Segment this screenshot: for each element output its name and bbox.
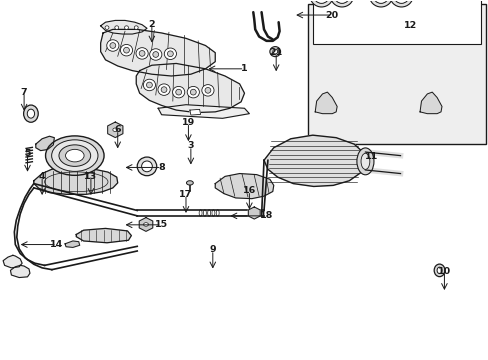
Ellipse shape [146,82,152,88]
Bar [312,0,480,44]
Text: 6: 6 [114,125,121,134]
Ellipse shape [161,87,166,93]
Polygon shape [139,217,152,231]
Polygon shape [36,136,54,150]
Text: 8: 8 [158,163,164,172]
Ellipse shape [269,46,280,57]
Ellipse shape [309,0,332,7]
Ellipse shape [172,86,184,98]
Text: 1: 1 [241,64,247,73]
Text: 12: 12 [403,21,416,30]
Ellipse shape [65,149,84,162]
Polygon shape [158,105,249,118]
Text: 2: 2 [148,19,155,28]
Ellipse shape [143,79,155,91]
Polygon shape [107,122,122,138]
Polygon shape [419,92,441,114]
Polygon shape [101,21,147,34]
Text: 21: 21 [269,48,282,57]
Ellipse shape [123,47,129,53]
Text: 10: 10 [437,267,450,276]
Text: 20: 20 [325,10,338,19]
Text: 13: 13 [84,172,97,181]
Text: 18: 18 [259,211,273,220]
Ellipse shape [45,136,104,175]
Ellipse shape [389,0,412,7]
Ellipse shape [149,49,162,60]
Polygon shape [10,265,30,278]
Ellipse shape [175,89,181,95]
Ellipse shape [139,50,145,56]
Ellipse shape [142,161,152,172]
Text: 9: 9 [209,246,216,255]
Text: 17: 17 [179,190,192,199]
Text: 5: 5 [24,149,31,158]
Ellipse shape [372,0,388,3]
Bar [307,4,485,144]
Polygon shape [76,228,131,243]
Ellipse shape [272,49,277,54]
Polygon shape [34,167,118,194]
Ellipse shape [330,0,353,7]
Ellipse shape [137,157,157,176]
Text: 11: 11 [364,152,377,161]
Ellipse shape [59,145,90,166]
Ellipse shape [393,0,408,3]
Text: 16: 16 [242,186,256,195]
Ellipse shape [110,42,116,48]
Ellipse shape [164,48,176,59]
Ellipse shape [433,264,444,276]
Ellipse shape [360,153,369,170]
Ellipse shape [113,128,118,132]
Polygon shape [101,30,215,76]
Text: 7: 7 [21,87,27,96]
Ellipse shape [436,267,441,274]
Ellipse shape [313,0,329,3]
Text: 19: 19 [182,118,195,127]
Text: 14: 14 [50,240,63,249]
Ellipse shape [186,181,193,185]
Polygon shape [264,135,365,186]
Polygon shape [189,109,200,115]
Ellipse shape [190,89,196,95]
Ellipse shape [202,85,214,96]
Ellipse shape [143,223,148,226]
Ellipse shape [333,0,349,3]
Text: 3: 3 [187,141,194,150]
Ellipse shape [158,84,170,95]
Ellipse shape [134,26,138,30]
Ellipse shape [136,48,148,59]
Ellipse shape [187,86,199,98]
Ellipse shape [368,0,392,7]
Ellipse shape [27,109,35,118]
Ellipse shape [23,105,38,122]
Polygon shape [248,207,260,219]
Ellipse shape [52,140,98,171]
Ellipse shape [120,44,132,56]
Polygon shape [315,92,336,114]
Ellipse shape [167,51,173,57]
Text: 4: 4 [39,172,45,181]
Polygon shape [215,174,273,199]
Ellipse shape [204,87,210,93]
Ellipse shape [115,26,119,30]
Ellipse shape [153,51,158,57]
Polygon shape [136,63,244,113]
Ellipse shape [106,40,119,51]
Polygon shape [65,241,80,247]
Ellipse shape [356,148,373,175]
Ellipse shape [124,26,128,30]
Polygon shape [3,255,22,268]
Text: 15: 15 [155,220,168,229]
Ellipse shape [105,26,109,30]
